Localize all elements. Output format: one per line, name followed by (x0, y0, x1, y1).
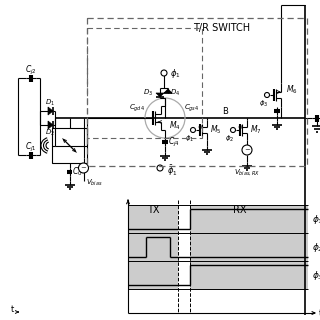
Bar (52, 128, 87, 163)
Text: $\phi_3$: $\phi_3$ (312, 268, 320, 282)
Polygon shape (164, 89, 172, 93)
Text: TX: TX (147, 205, 159, 215)
Circle shape (190, 127, 196, 132)
Bar (87, 18, 307, 166)
Text: $C_{gs4}$: $C_{gs4}$ (184, 102, 200, 114)
Circle shape (157, 165, 163, 171)
Text: T/R SWITCH: T/R SWITCH (193, 23, 251, 33)
Polygon shape (48, 121, 53, 129)
Circle shape (265, 92, 269, 98)
Text: $\bar{\phi}_1$: $\bar{\phi}_1$ (167, 164, 177, 178)
Text: $D_2$: $D_2$ (45, 128, 55, 138)
Bar (87, 28, 202, 138)
Polygon shape (156, 93, 164, 97)
Text: ~: ~ (244, 147, 250, 153)
Text: $\phi_1$: $\phi_1$ (170, 67, 180, 79)
Text: $C_0$: $C_0$ (72, 166, 83, 178)
Text: $\phi_1$: $\phi_1$ (185, 134, 195, 144)
Text: $\phi_3$: $\phi_3$ (259, 99, 269, 109)
Text: $\phi_2$: $\phi_2$ (225, 134, 235, 144)
Bar (190, 261, 308, 289)
Text: $D_1$: $D_1$ (45, 98, 55, 108)
Text: $C_{j2}$: $C_{j2}$ (25, 63, 37, 76)
Polygon shape (48, 107, 53, 115)
Bar (128, 233, 178, 261)
Text: $C_{j1}$: $C_{j1}$ (25, 140, 37, 154)
Text: $D_4$: $D_4$ (170, 88, 180, 98)
Text: $M_5$: $M_5$ (210, 124, 222, 136)
Text: ~: ~ (81, 165, 86, 171)
Text: $M_4$: $M_4$ (169, 120, 181, 132)
Circle shape (230, 127, 236, 132)
Text: $V_{bias,RX}$: $V_{bias,RX}$ (234, 167, 260, 177)
Bar (128, 261, 178, 289)
Text: t: t (10, 306, 14, 315)
Text: $D_3$: $D_3$ (143, 88, 153, 98)
Text: $M_6$: $M_6$ (286, 84, 298, 96)
Bar (190, 233, 308, 261)
Text: $C_{j4}$: $C_{j4}$ (168, 135, 180, 148)
Text: B: B (222, 108, 228, 116)
Circle shape (78, 163, 89, 173)
Text: RX: RX (233, 205, 247, 215)
Text: t: t (318, 308, 320, 317)
Circle shape (161, 70, 167, 76)
Text: $C_{gd4}$: $C_{gd4}$ (129, 102, 145, 114)
Text: $V_{bias}$: $V_{bias}$ (85, 178, 102, 188)
Text: $\phi_1$: $\phi_1$ (312, 212, 320, 226)
Text: $M_7$: $M_7$ (250, 124, 262, 136)
Text: $\phi_2$: $\phi_2$ (312, 241, 320, 253)
Bar (128, 205, 178, 233)
Circle shape (242, 145, 252, 155)
Bar (190, 205, 308, 233)
